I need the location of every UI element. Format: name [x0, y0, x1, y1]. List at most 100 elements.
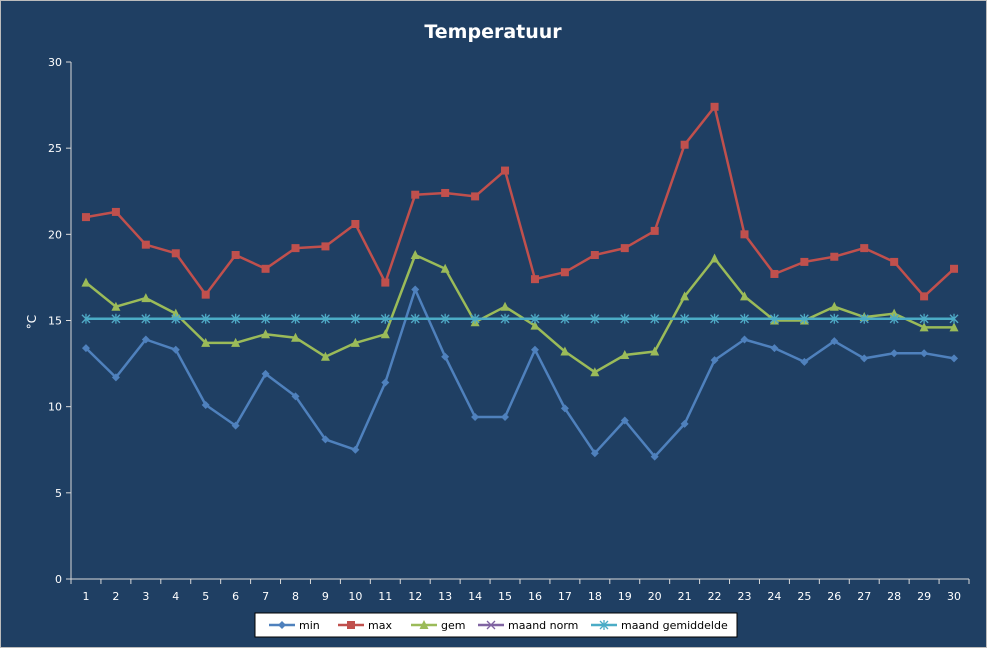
data-point-max — [471, 192, 480, 201]
data-point-gem — [530, 320, 540, 330]
data-point-min — [351, 445, 360, 454]
data-point-maand-gemiddelde — [560, 313, 570, 324]
data-point-max — [381, 278, 390, 287]
x-tick-label: 26 — [827, 590, 841, 603]
data-point-max — [351, 219, 360, 228]
series-maand-gemiddelde — [81, 313, 959, 324]
data-point-min — [231, 421, 240, 430]
x-tick-label: 23 — [738, 590, 752, 603]
data-point-gem — [889, 308, 899, 318]
data-point-min — [81, 344, 90, 353]
x-tick-label: 9 — [322, 590, 329, 603]
x-tick-label: 20 — [648, 590, 662, 603]
data-point-min — [381, 378, 390, 387]
data-point-maand-gemiddelde — [470, 313, 480, 324]
data-point-maand-gemiddelde — [350, 313, 360, 324]
x-tick-label: 18 — [588, 590, 602, 603]
data-point-min — [650, 452, 659, 461]
legend-entry-max: max — [338, 619, 392, 632]
x-tick-label: 24 — [767, 590, 781, 603]
x-tick-label: 6 — [232, 590, 239, 603]
x-tick-label: 10 — [348, 590, 362, 603]
x-tick-label: 19 — [618, 590, 632, 603]
data-point-min — [770, 344, 779, 353]
data-point-min — [530, 345, 539, 354]
data-point-maand-gemiddelde — [440, 313, 450, 324]
x-tick-label: 8 — [292, 590, 299, 603]
data-point-gem — [919, 322, 929, 332]
data-point-max — [81, 213, 90, 222]
legend-swatch-marker — [599, 620, 609, 630]
data-point-maand-gemiddelde — [261, 313, 271, 324]
x-tick-label: 3 — [142, 590, 149, 603]
data-point-min — [950, 354, 959, 363]
data-point-min — [471, 413, 480, 422]
x-tick-label: 21 — [678, 590, 692, 603]
legend-label: maand gemiddelde — [621, 619, 728, 632]
data-point-max — [890, 257, 899, 266]
data-point-min — [680, 419, 689, 428]
data-point-gem — [291, 332, 300, 342]
data-point-gem — [440, 263, 450, 273]
data-point-maand-gemiddelde — [320, 313, 330, 324]
y-tick-label: 20 — [48, 228, 62, 241]
data-point-max — [291, 244, 300, 253]
x-tick-label: 13 — [438, 590, 452, 603]
x-tick-label: 7 — [262, 590, 269, 603]
data-point-gem — [949, 322, 959, 332]
data-point-min — [261, 369, 270, 378]
data-point-max — [321, 242, 330, 251]
data-point-min — [291, 392, 300, 401]
data-point-min — [201, 400, 210, 409]
y-tick-label: 0 — [55, 573, 62, 586]
data-point-maand-gemiddelde — [710, 313, 720, 324]
legend-label: min — [299, 619, 320, 632]
series-layer — [81, 102, 959, 461]
data-point-min — [740, 335, 749, 344]
data-point-gem — [81, 277, 91, 287]
data-point-max — [860, 244, 869, 253]
y-tick-label: 5 — [55, 487, 62, 500]
data-point-maand-gemiddelde — [740, 313, 749, 324]
y-tick-label: 15 — [48, 315, 62, 328]
data-point-gem — [590, 367, 600, 377]
data-point-max — [920, 292, 929, 301]
legend-entry-maand-gemiddelde: maand gemiddelde — [591, 619, 728, 632]
series-gem — [81, 250, 959, 377]
data-point-gem — [560, 346, 570, 356]
data-point-max — [111, 207, 120, 216]
series-line-gem — [85, 253, 954, 374]
data-point-max — [231, 251, 240, 260]
x-tick-label: 17 — [558, 590, 572, 603]
legend: min max gem maand norm maand gemiddelde — [254, 612, 738, 638]
data-point-min — [830, 337, 839, 346]
x-tick-label: 12 — [408, 590, 422, 603]
data-point-min — [860, 354, 869, 363]
legend-entry-maand-norm: maand norm — [478, 619, 578, 632]
x-tick-label: 11 — [378, 590, 392, 603]
data-point-maand-gemiddelde — [919, 313, 929, 324]
data-point-min — [321, 435, 330, 444]
data-point-gem — [740, 291, 749, 301]
data-point-max — [770, 269, 779, 278]
data-point-maand-gemiddelde — [859, 313, 869, 324]
data-point-min — [920, 349, 929, 358]
x-tick-label: 30 — [947, 590, 961, 603]
legend-entry-min: min — [269, 619, 320, 632]
data-point-gem — [650, 346, 660, 356]
data-point-max — [950, 264, 959, 273]
data-point-max — [650, 226, 659, 235]
data-point-maand-gemiddelde — [231, 313, 241, 324]
data-point-maand-gemiddelde — [530, 313, 540, 324]
x-tick-label: 28 — [887, 590, 901, 603]
x-tick-label: 1 — [82, 590, 89, 603]
data-point-max — [261, 264, 270, 273]
data-point-gem — [171, 308, 181, 318]
y-tick-label: 25 — [48, 142, 62, 155]
data-point-max — [201, 290, 210, 299]
data-point-maand-gemiddelde — [410, 313, 420, 324]
legend-swatch-marker — [347, 621, 355, 629]
data-point-min — [620, 416, 629, 425]
y-tick-label: 30 — [48, 56, 62, 69]
series-line-min — [85, 288, 955, 458]
